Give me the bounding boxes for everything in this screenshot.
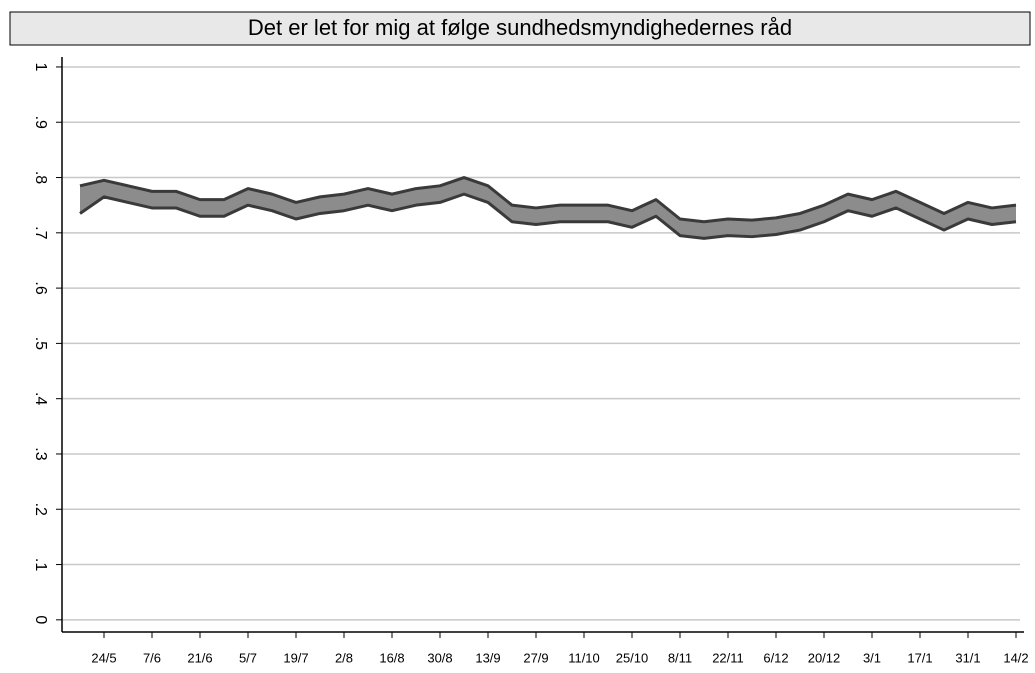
x-tick-label: 7/6 <box>143 650 161 665</box>
y-tick-label: .2 <box>32 503 49 516</box>
x-tick-label: 22/11 <box>712 650 744 665</box>
x-tick-label: 24/5 <box>91 650 116 665</box>
x-tick-label: 5/7 <box>239 650 257 665</box>
x-tick-label: 20/12 <box>808 650 841 665</box>
y-tick-label: 1 <box>32 62 49 71</box>
y-tick-label: .4 <box>32 392 49 405</box>
y-tick-label: .6 <box>32 281 49 294</box>
y-tick-label: .3 <box>32 447 49 460</box>
title-box <box>9 11 1031 46</box>
x-tick-label: 27/9 <box>523 650 548 665</box>
y-tick-label: .1 <box>32 558 49 571</box>
x-tick-label: 31/1 <box>955 650 980 665</box>
x-tick-label: 2/8 <box>335 650 353 665</box>
band-edge <box>79 176 1017 224</box>
y-tick-label: .9 <box>32 116 49 129</box>
x-tick-label: 13/9 <box>475 650 500 665</box>
x-tick-label: 11/10 <box>568 650 600 665</box>
y-tick-label: 0 <box>32 615 49 624</box>
x-tick-label: 6/12 <box>763 650 788 665</box>
x-tick-label: 21/6 <box>187 650 212 665</box>
x-tick-label: 19/7 <box>283 650 308 665</box>
x-tick-label: 17/1 <box>907 650 932 665</box>
band-edge <box>79 192 1017 240</box>
chart-title: Det er let for mig at følge sundhedsmynd… <box>248 15 792 40</box>
y-tick-label: .8 <box>32 171 49 184</box>
y-tick-label: .7 <box>32 226 49 239</box>
x-tick-label: 8/11 <box>668 650 692 665</box>
x-tick-label: 3/1 <box>863 650 881 665</box>
x-tick-label: 16/8 <box>379 650 404 665</box>
x-tick-label: 25/10 <box>616 650 649 665</box>
y-tick-label: .5 <box>32 337 49 350</box>
x-tick-label: 30/8 <box>427 650 452 665</box>
x-tick-label: 14/2 <box>1003 650 1028 665</box>
